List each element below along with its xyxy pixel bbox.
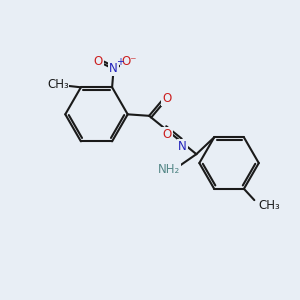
Text: O: O <box>162 92 172 105</box>
Text: +: + <box>116 57 124 67</box>
Text: CH₃: CH₃ <box>47 78 69 92</box>
Text: CH₃: CH₃ <box>258 199 280 212</box>
Text: NH₂: NH₂ <box>158 164 180 176</box>
Text: O⁻: O⁻ <box>121 55 137 68</box>
Text: N: N <box>109 62 118 75</box>
Text: O: O <box>55 78 64 92</box>
Text: N: N <box>178 140 187 153</box>
Text: O: O <box>94 55 103 68</box>
Text: O: O <box>162 128 172 141</box>
